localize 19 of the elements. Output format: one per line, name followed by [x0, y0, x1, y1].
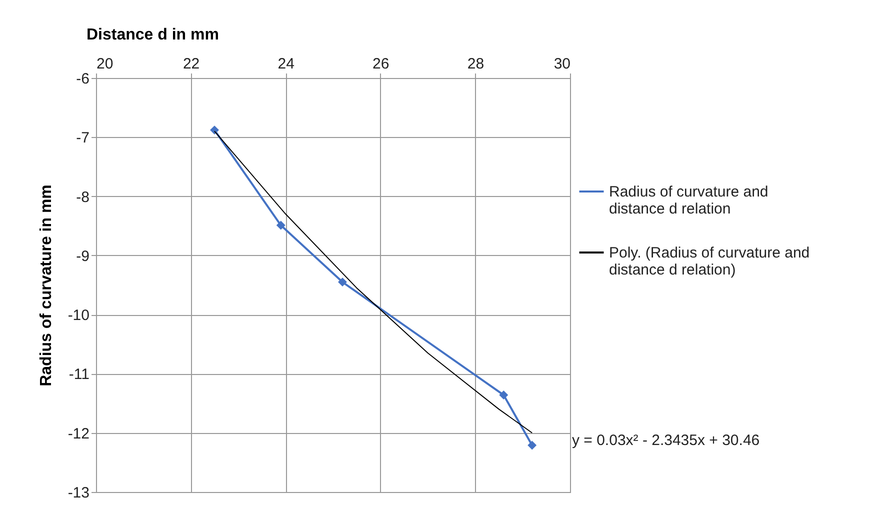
y-tick-label: -8 — [76, 188, 90, 206]
y-tick-label: -7 — [76, 130, 90, 147]
y-tick-label: -10 — [68, 307, 90, 324]
y-tick-label: -11 — [68, 366, 90, 384]
text: y = 0.03x² - 2.3435x + 30.46 — [572, 432, 760, 449]
y-tick-label: -12 — [68, 425, 90, 442]
y-tick-label: -13 — [68, 484, 90, 502]
y-axis-title: Radius of curvature in mm — [38, 184, 55, 386]
x-tick-label: 26 — [372, 56, 390, 72]
x-tick-label: 30 — [554, 56, 570, 72]
x-tick-label: 28 — [467, 56, 484, 72]
x-tick-label: 24 — [278, 56, 294, 72]
x-tick-label: 22 — [182, 56, 200, 72]
legend-label: Radius of curvature and distance d relation — [609, 184, 768, 218]
x-tick-label: 20 — [96, 56, 114, 72]
x-axis-title: Distance d in mm — [86, 26, 219, 44]
legend-label: Poly. (Radius of curvature and distance d relation) — [609, 244, 810, 278]
y-tick-label: -6 — [76, 70, 90, 88]
y-tick-label: -9 — [76, 248, 90, 265]
